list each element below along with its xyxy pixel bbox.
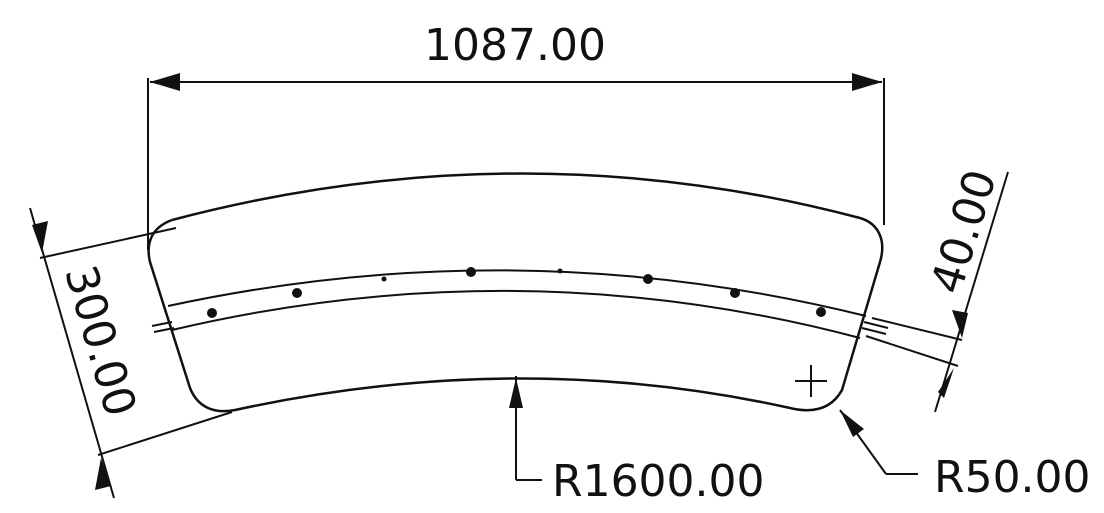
band-bottom-line bbox=[171, 289, 861, 339]
width-arrow-left bbox=[150, 73, 180, 91]
holes bbox=[207, 267, 826, 318]
offset-arrow-top bbox=[952, 310, 968, 338]
corner-radius-leader: R50.00 bbox=[839, 409, 1091, 503]
offset-dimension-text: 40.00 bbox=[921, 164, 1007, 299]
inner-radius-leader: R1600.00 bbox=[509, 376, 765, 507]
hole bbox=[381, 276, 387, 282]
height-arrow-top bbox=[32, 221, 48, 253]
height-dimension: 300.00 bbox=[29, 207, 233, 499]
width-dimension-text: 1087.00 bbox=[424, 20, 606, 71]
hole bbox=[207, 308, 217, 318]
inner-radius-text: R1600.00 bbox=[552, 456, 765, 507]
hole bbox=[730, 288, 740, 298]
height-arrow-bottom bbox=[95, 458, 111, 490]
offset-extension-top bbox=[871, 317, 963, 341]
center-mark bbox=[795, 365, 827, 397]
hole bbox=[466, 267, 476, 277]
segment-outline bbox=[147, 216, 884, 413]
band-top-line bbox=[167, 269, 867, 317]
rod-stub-right bbox=[861, 321, 889, 335]
height-extension-bottom bbox=[97, 411, 233, 456]
offset-arrow-bottom bbox=[938, 368, 954, 398]
width-arrow-right bbox=[852, 73, 882, 91]
width-dimension: 1087.00 bbox=[147, 20, 885, 250]
outer-arc bbox=[171, 172, 861, 222]
hole bbox=[816, 307, 826, 317]
offset-extension-bottom bbox=[865, 335, 959, 367]
rod-stub-left bbox=[151, 321, 175, 333]
height-dimension-line bbox=[29, 207, 115, 499]
radius-leader-arrow bbox=[509, 378, 523, 408]
corner-leader-arrow bbox=[840, 410, 864, 437]
hole bbox=[643, 274, 653, 284]
corner-radius-text: R50.00 bbox=[934, 452, 1091, 503]
offset-dimension-line bbox=[934, 171, 1009, 413]
hole bbox=[292, 288, 302, 298]
hole bbox=[557, 268, 563, 274]
height-extension-top bbox=[39, 227, 177, 259]
band-offset-dimension: 40.00 bbox=[865, 164, 1009, 413]
